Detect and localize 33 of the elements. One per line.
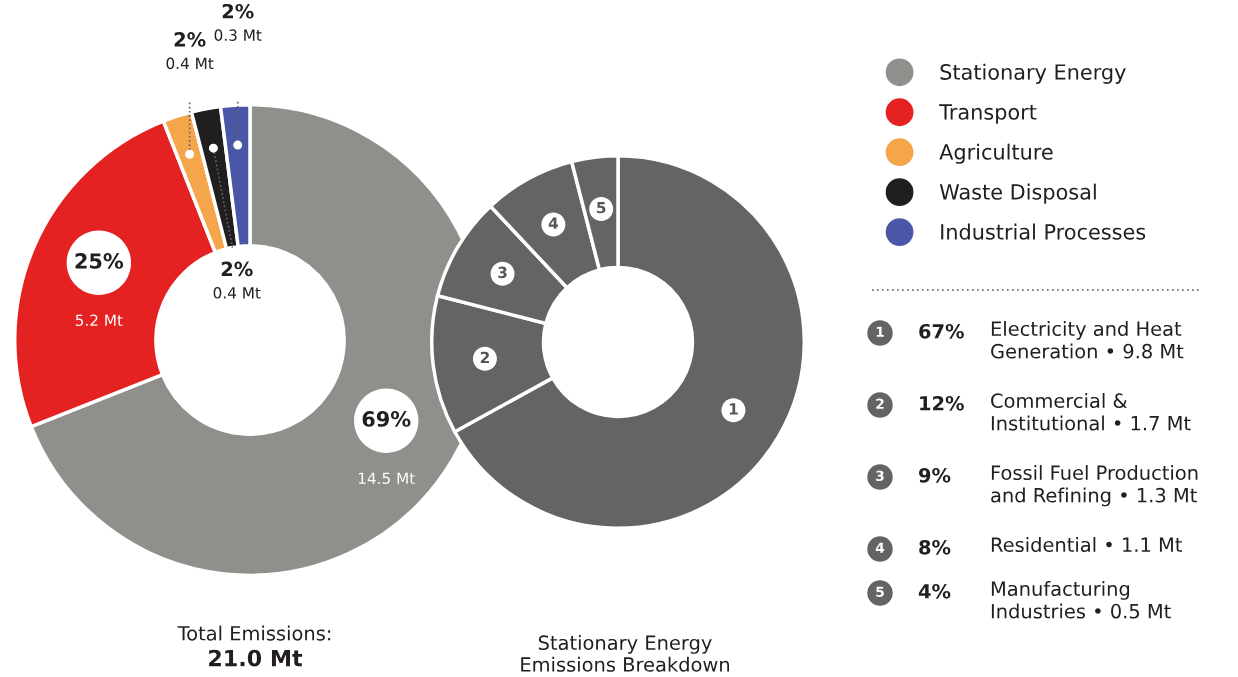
text: 67%: [919, 323, 964, 339]
slice-label: 4: [548, 217, 558, 229]
text: 21.0 Mt: [209, 649, 303, 667]
legend-label: Industrial Processes: [941, 223, 1146, 240]
text: Total Emissions:: [177, 625, 331, 641]
text: 8%: [919, 539, 951, 555]
text: 9%: [919, 467, 951, 483]
text: 25% 5.2 Mt: [75, 253, 124, 327]
legend-label: Agriculture: [939, 143, 1053, 164]
text: 4%: [918, 583, 951, 599]
slice-label: 5: [597, 202, 606, 214]
data-label: 2% 0.4 Mt: [166, 32, 214, 70]
text: Manufacturing Industries • 0.5 Mt: [991, 581, 1171, 619]
slice-label: 3: [498, 266, 507, 279]
category-label: 3: [876, 470, 884, 482]
category-label: 4: [875, 542, 885, 553]
text: Commercial & Institutional • 1.7 Mt: [991, 393, 1191, 431]
legend-label: Stationary Energy: [940, 63, 1126, 84]
data-label: 2% 0.4 Mt: [213, 261, 261, 299]
slice-label: 1: [729, 403, 738, 415]
text: Residential • 1.1 Mt: [991, 537, 1182, 553]
text: 69% 14.5 Mt: [358, 411, 415, 485]
legend-label: Transport: [939, 104, 1037, 124]
text: Stationary Energy Emissions Breakdown: [521, 635, 730, 672]
text: 12%: [920, 395, 964, 411]
category-label: 5: [876, 586, 884, 598]
slice-label: 2: [480, 351, 489, 364]
text: Electricity and Heat Generation • 9.8 Mt: [991, 321, 1184, 359]
slice-label: 1: [876, 326, 884, 337]
category-label: 2: [876, 398, 884, 409]
text: Fossil Fuel Production and Refining • 1.3 Mt: [991, 465, 1198, 507]
data-label: 2% 0.3 Mt: [214, 3, 262, 41]
legend-label: Waste Disposal: [939, 183, 1096, 204]
